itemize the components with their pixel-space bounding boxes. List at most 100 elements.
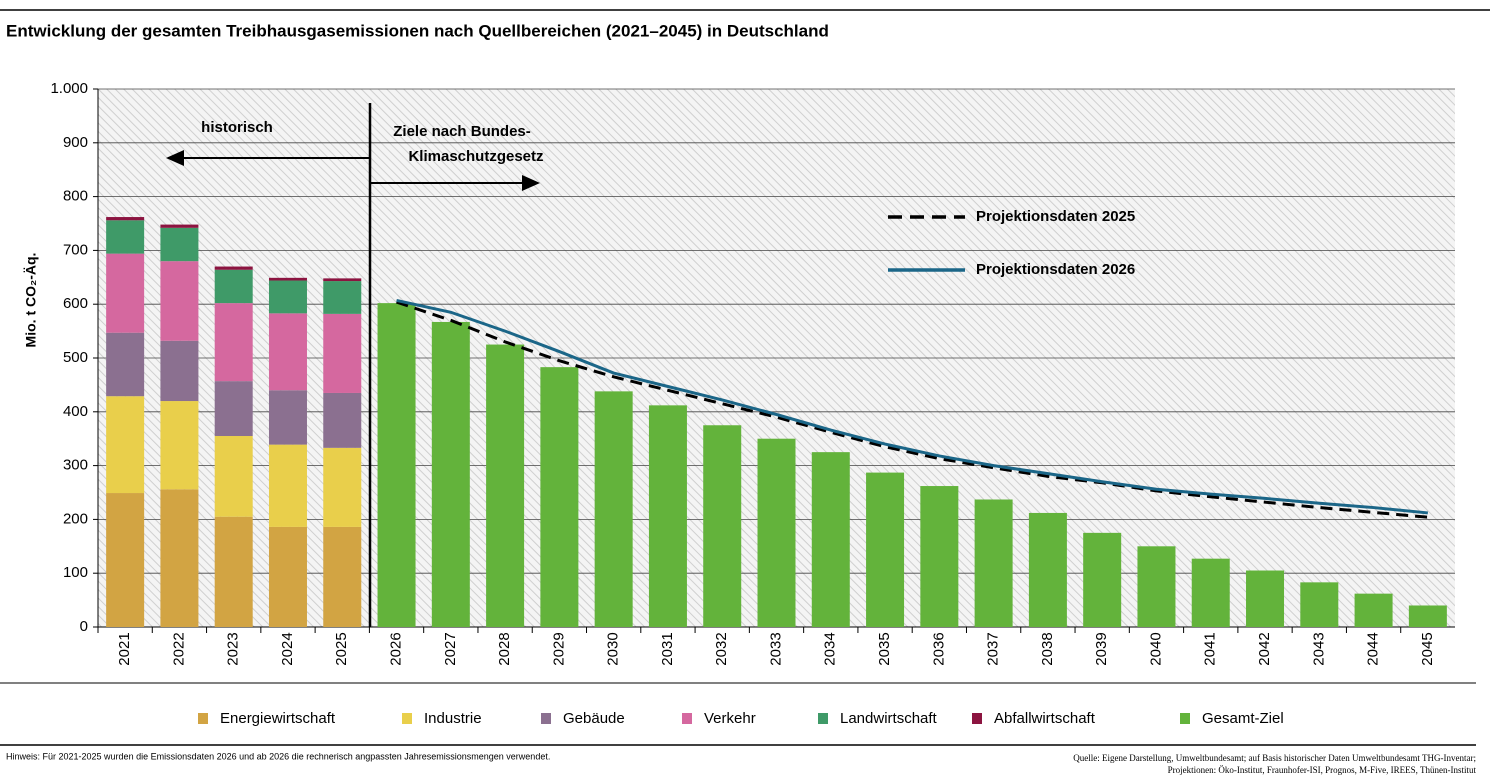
bar-segment — [160, 340, 199, 402]
y-tick-label: 600 — [63, 295, 88, 312]
bar-segment — [648, 405, 687, 627]
legend-label: Gesamt-Ziel — [1202, 710, 1284, 727]
bar-segment — [106, 493, 145, 627]
y-tick-label: 0 — [80, 618, 88, 635]
bar-segment — [268, 526, 307, 627]
bar-segment — [268, 444, 307, 527]
line — [396, 298, 1429, 515]
bar-segment — [431, 321, 470, 627]
bar-segment — [268, 313, 307, 391]
bar-segment — [160, 227, 199, 262]
annotation: Klimaschutzgesetz — [408, 148, 543, 165]
bar-segment — [703, 425, 742, 627]
y-tick-label: 900 — [63, 134, 88, 151]
x-tick-label: 2028 — [496, 632, 513, 665]
x-tick-label: 2034 — [822, 632, 839, 665]
x-tick-label: 2039 — [1093, 632, 1110, 665]
bar-segment — [106, 220, 145, 254]
annotation: Ziele nach Bundes- — [393, 123, 531, 140]
y-tick-label: 500 — [63, 349, 88, 366]
y-tick-label: 800 — [63, 188, 88, 205]
bar-segment — [214, 436, 253, 517]
legend-label: Projektionsdaten 2025 — [976, 208, 1135, 225]
bar-segment — [486, 344, 525, 627]
legend-swatch — [402, 713, 412, 724]
bar-segment — [540, 367, 579, 627]
bar-segment — [1083, 532, 1122, 627]
bar-segment — [866, 472, 905, 627]
x-tick-label: 2025 — [333, 632, 350, 665]
bar-segment — [214, 269, 253, 304]
y-tick-label: 1.000 — [50, 80, 88, 97]
legend-label: Industrie — [424, 710, 482, 727]
bar-segment — [1028, 512, 1067, 627]
bar-segment — [377, 303, 416, 627]
bar-segment — [106, 217, 145, 221]
bar-segment — [160, 401, 199, 490]
x-tick-label: 2021 — [116, 632, 133, 665]
x-tick-label: 2023 — [225, 632, 242, 665]
bar-segment — [323, 447, 362, 527]
bar-segment — [160, 224, 199, 228]
bar-segment — [757, 438, 796, 627]
bar-segment — [1137, 546, 1176, 627]
source: Quelle: Eigene Darstellung, Umweltbundes… — [1073, 753, 1476, 763]
legend-swatch — [972, 713, 982, 724]
legend-swatch — [198, 713, 208, 724]
bar-segment — [323, 313, 362, 393]
bar-segment — [1191, 558, 1230, 627]
x-tick-label: 2041 — [1202, 632, 1219, 665]
y-tick-label: 100 — [63, 564, 88, 581]
bar-segment — [323, 278, 362, 282]
bar-segment — [1354, 593, 1393, 627]
chart-title: Entwicklung der gesamten Treibhausgasemi… — [6, 21, 829, 40]
legend-label: Verkehr — [704, 710, 756, 727]
line — [396, 300, 1428, 519]
bar-segment — [106, 253, 145, 333]
x-tick-label: 2033 — [767, 632, 784, 665]
legend-label: Landwirtschaft — [840, 710, 938, 727]
bar-segment — [214, 303, 253, 382]
legend-swatch — [541, 713, 551, 724]
bar-segment — [1408, 605, 1447, 627]
legend-swatch — [1180, 713, 1190, 724]
x-tick-label: 2022 — [170, 632, 187, 665]
x-tick-label: 2029 — [550, 632, 567, 665]
x-tick-label: 2045 — [1419, 632, 1436, 665]
bar-segment — [214, 516, 253, 627]
bar-segment — [268, 280, 307, 314]
legend-label: Energiewirtschaft — [220, 710, 336, 727]
x-tick-label: 2042 — [1256, 632, 1273, 665]
bar-segment — [323, 526, 362, 627]
bar-segment — [323, 392, 362, 448]
x-tick-label: 2040 — [1147, 632, 1164, 665]
bar-segment — [268, 277, 307, 281]
bar-segment — [106, 332, 145, 397]
source: Projektionen: Öko-Institut, Fraunhofer-I… — [1168, 765, 1477, 775]
y-tick-label: 400 — [63, 403, 88, 420]
x-tick-label: 2024 — [279, 632, 296, 665]
bar-segment — [214, 381, 253, 437]
bar-segment — [811, 452, 850, 627]
x-tick-label: 2037 — [985, 632, 1002, 665]
x-tick-label: 2038 — [1039, 632, 1056, 665]
bar-segment — [160, 261, 199, 341]
bar-segment — [920, 486, 959, 627]
legend-label: Abfallwirtschaft — [994, 710, 1096, 727]
x-tick-label: 2036 — [930, 632, 947, 665]
bar-segment — [323, 281, 362, 314]
bar-segment — [1300, 582, 1339, 627]
legend-swatch — [682, 713, 692, 724]
note: Hinweis: Für 2021-2025 wurden die Emissi… — [6, 751, 550, 761]
x-tick-label: 2026 — [388, 632, 405, 665]
bar-segment — [594, 391, 633, 627]
y-tick-label: 700 — [63, 241, 88, 258]
x-tick-label: 2032 — [713, 632, 730, 665]
y-tick-label: 200 — [63, 510, 88, 527]
bar-segment — [1246, 570, 1285, 627]
bar-segment — [268, 390, 307, 445]
x-tick-label: 2043 — [1310, 632, 1327, 665]
legend-label: Projektionsdaten 2026 — [976, 261, 1135, 278]
x-tick-label: 2031 — [659, 632, 676, 665]
